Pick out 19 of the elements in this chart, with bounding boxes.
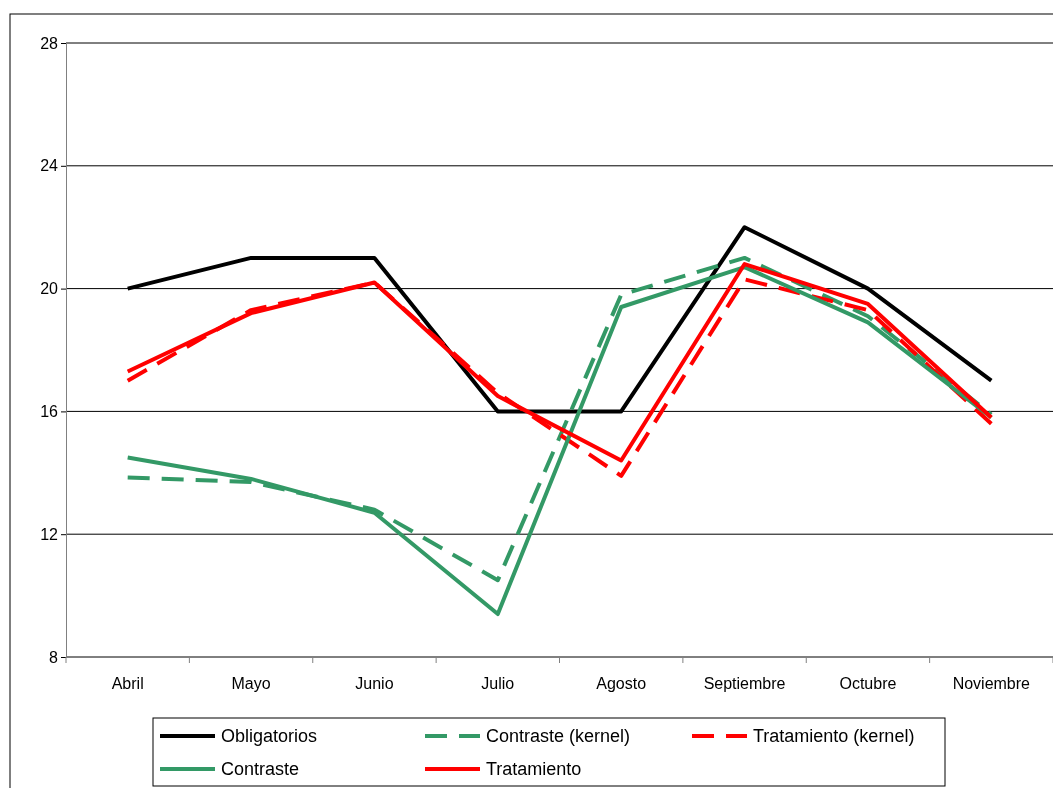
x-tick-label: Septiembre: [703, 675, 786, 692]
legend-label: Tratamiento: [486, 759, 582, 779]
y-tick-label: 24: [40, 157, 59, 175]
x-tick-label: Abril: [111, 675, 144, 692]
legend-label: Tratamiento (kernel): [753, 726, 915, 746]
y-tick-label: 16: [40, 403, 59, 421]
x-tick-label: Noviembre: [952, 675, 1031, 692]
x-tick-label: Agosto: [596, 675, 647, 692]
x-tick-label: Mayo: [231, 675, 271, 692]
x-tick-label: Julio: [481, 675, 515, 692]
x-tick-label: Junio: [355, 675, 394, 692]
x-tick-label: Octubre: [839, 675, 897, 692]
y-tick-label: 8: [49, 648, 59, 666]
y-tick-label: 12: [40, 525, 59, 543]
legend-label: Contraste (kernel): [486, 726, 631, 746]
legend-label: Contraste: [221, 759, 300, 779]
y-tick-label: 20: [40, 280, 59, 298]
legend-label: Obligatorios: [221, 726, 318, 746]
y-tick-label: 28: [40, 34, 59, 52]
